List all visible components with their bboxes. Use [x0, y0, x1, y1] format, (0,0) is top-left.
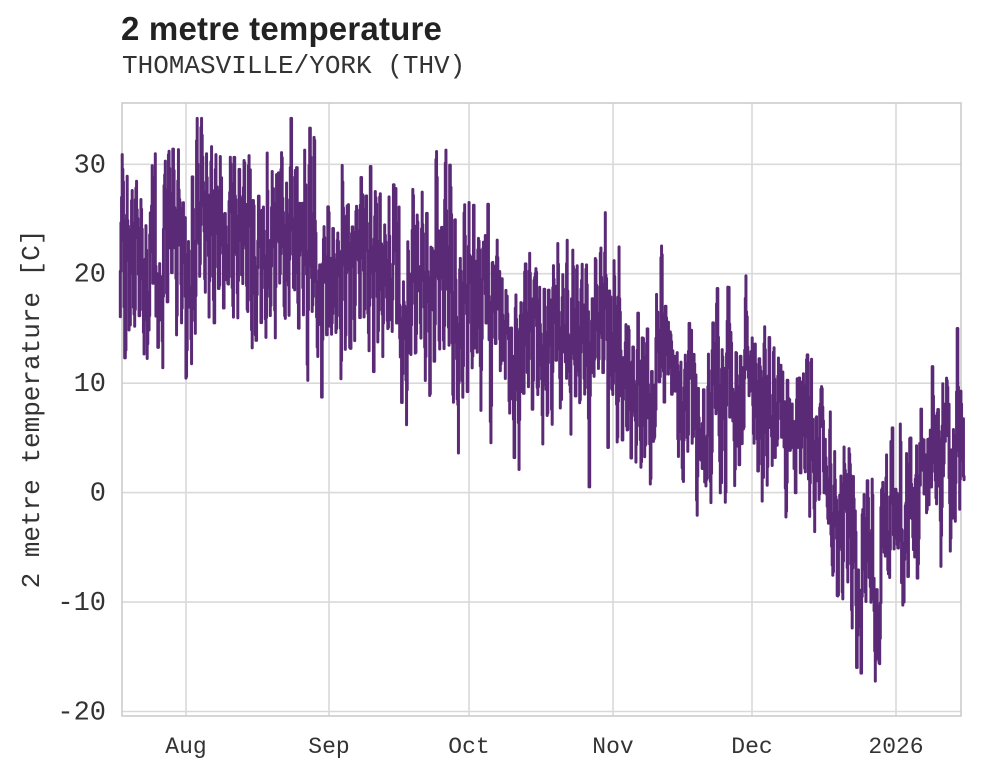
svg-text:30: 30	[74, 151, 106, 181]
svg-text:20: 20	[74, 261, 106, 291]
svg-text:Nov: Nov	[592, 734, 634, 760]
svg-text:Aug: Aug	[165, 734, 206, 760]
svg-text:Oct: Oct	[448, 734, 489, 760]
svg-text:2026: 2026	[868, 734, 923, 760]
svg-text:Sep: Sep	[308, 734, 349, 760]
svg-text:-10: -10	[57, 589, 106, 619]
svg-text:-20: -20	[57, 699, 106, 729]
svg-text:0: 0	[90, 480, 106, 510]
svg-text:10: 10	[74, 370, 106, 400]
svg-text:Dec: Dec	[731, 734, 772, 760]
